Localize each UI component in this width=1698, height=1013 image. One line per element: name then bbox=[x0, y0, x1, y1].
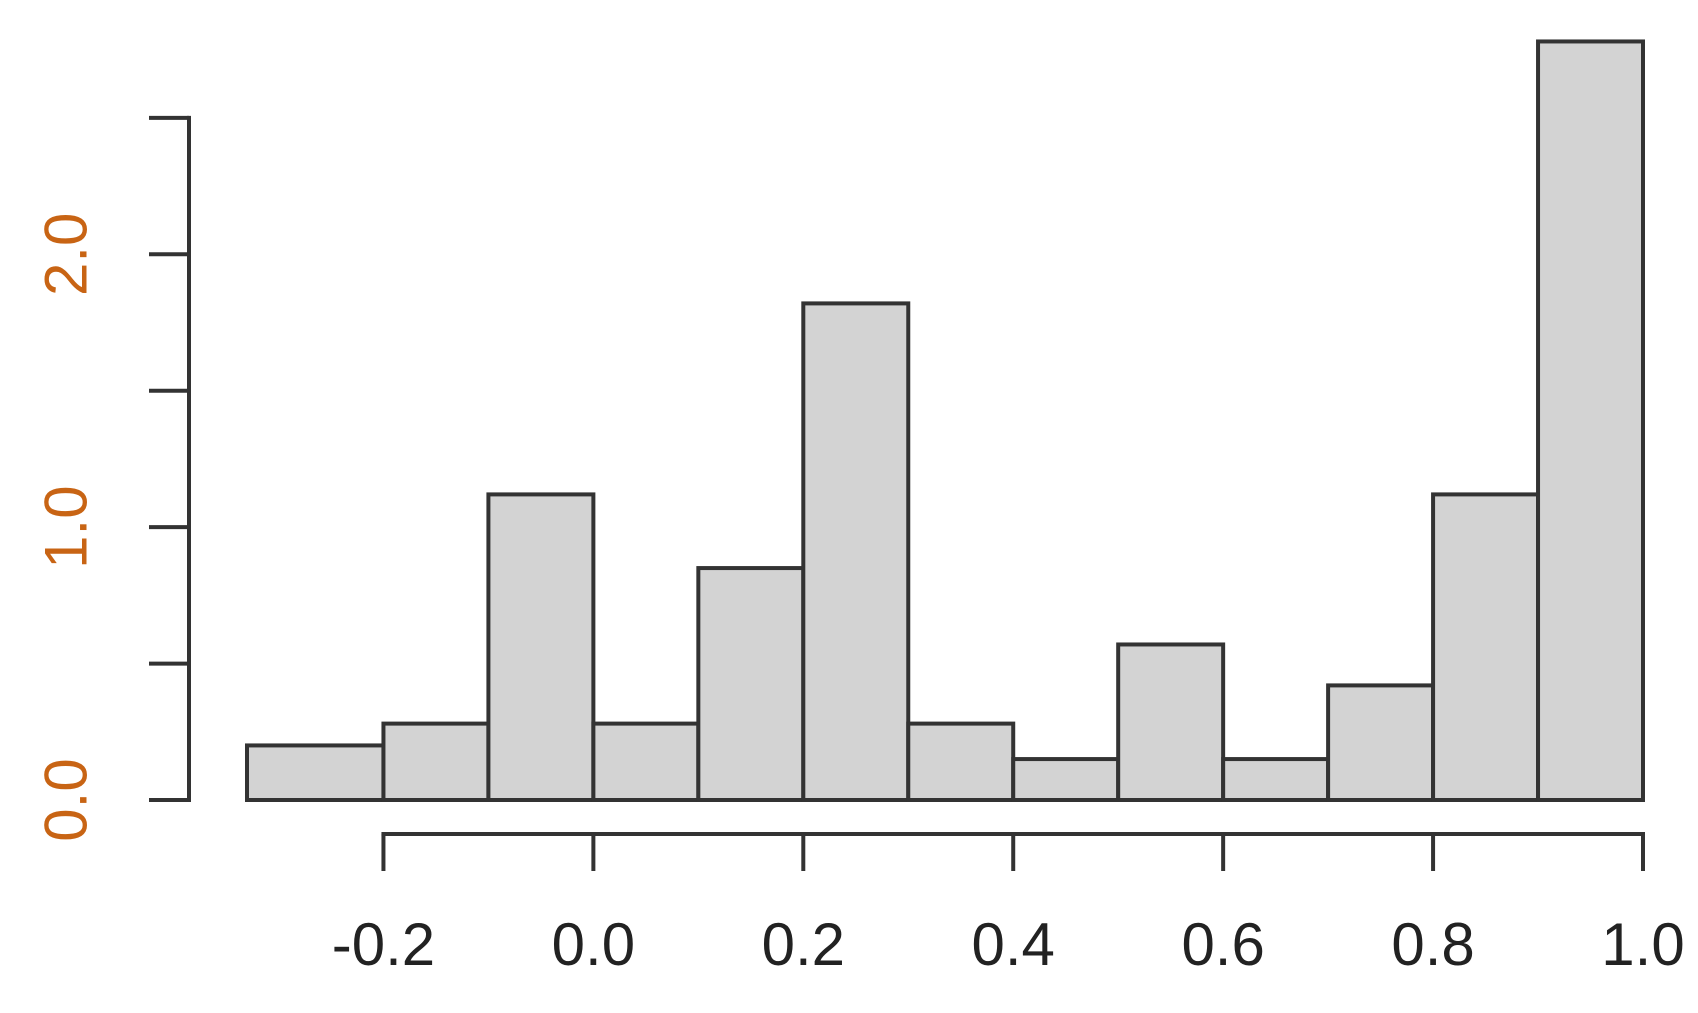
y-tick-label: 1.0 bbox=[33, 485, 100, 568]
histogram-bar bbox=[1221, 757, 1331, 802]
x-tick-label: 0.6 bbox=[1181, 911, 1264, 978]
y-axis: 0.0 1.0 2.0 bbox=[33, 115, 191, 842]
y-tick-label: 0.0 bbox=[33, 758, 100, 841]
x-tick-label: 0.8 bbox=[1391, 911, 1474, 978]
histogram-bar bbox=[906, 721, 1016, 802]
x-tick-label: 0.4 bbox=[972, 911, 1055, 978]
histogram-bar bbox=[1011, 757, 1121, 802]
y-tick-label: 2.0 bbox=[33, 213, 100, 296]
x-tick-label: -0.2 bbox=[332, 911, 435, 978]
x-tick-label: 0.0 bbox=[552, 911, 635, 978]
histogram-bars bbox=[245, 39, 1645, 803]
histogram-bar bbox=[381, 721, 491, 802]
histogram-bar bbox=[1536, 39, 1645, 802]
histogram-bar bbox=[591, 721, 701, 802]
x-tick-label: 1.0 bbox=[1601, 911, 1684, 978]
histogram-bar bbox=[801, 301, 911, 802]
histogram-bar bbox=[1431, 492, 1541, 802]
histogram-bar bbox=[1116, 642, 1226, 802]
x-tick-label: 0.2 bbox=[762, 911, 845, 978]
x-axis: -0.2 0.0 0.2 0.4 0.6 0.8 1.0 bbox=[332, 832, 1685, 978]
histogram-bar bbox=[245, 743, 386, 803]
histogram-bar bbox=[1326, 683, 1436, 803]
histogram-bar bbox=[486, 492, 596, 802]
histogram-bar bbox=[696, 566, 806, 802]
